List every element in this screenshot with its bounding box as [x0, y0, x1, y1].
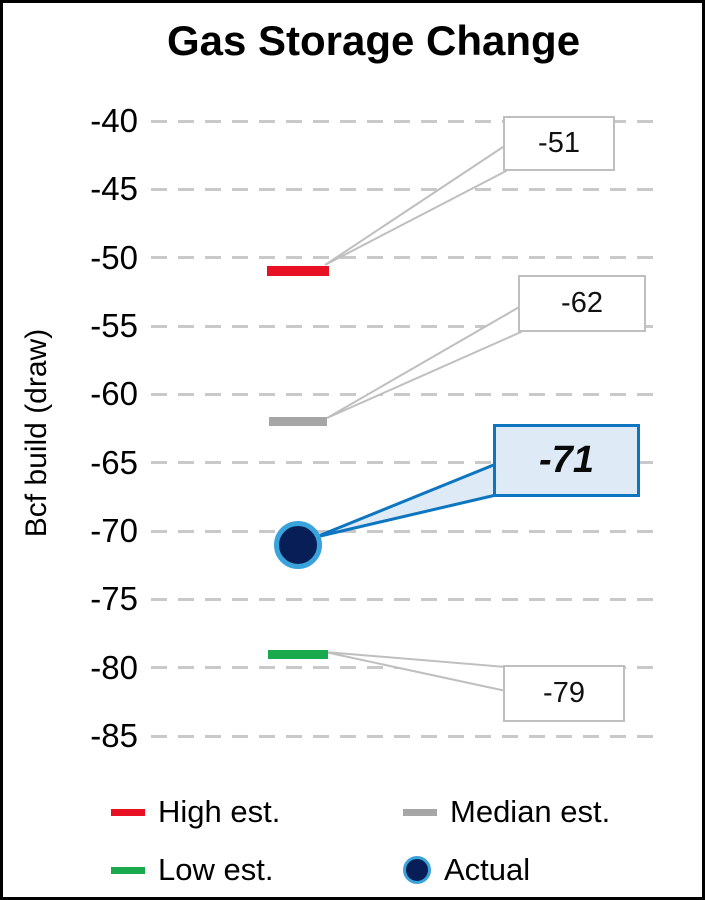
gridline	[151, 734, 663, 738]
y-tick-label: -60	[90, 375, 138, 413]
y-tick-label: -45	[90, 170, 138, 208]
gridline	[151, 529, 663, 533]
legend-item-low-est: Low est.	[111, 847, 403, 893]
marker-actual	[274, 520, 322, 569]
leader-high-est	[324, 143, 507, 266]
legend-dash-icon	[111, 866, 145, 874]
callout-actual: -71	[493, 424, 640, 497]
y-tick-label: -70	[90, 512, 138, 549]
legend-dash-icon	[111, 808, 145, 816]
leader-actual	[315, 461, 498, 539]
y-tick-label: -40	[90, 102, 138, 139]
gridline	[151, 256, 663, 260]
legend-label: Actual	[444, 852, 531, 887]
legend-item-high-est: High est.	[111, 789, 403, 835]
y-tick-label: -50	[90, 238, 138, 276]
legend-label: Low est.	[158, 852, 274, 887]
gridline	[151, 119, 663, 123]
legend-label: High est.	[158, 794, 281, 829]
callout-low-est: -79	[503, 665, 625, 722]
legend-label: Median est.	[450, 794, 611, 829]
legend-circle-icon	[403, 856, 431, 884]
y-tick-label: -75	[90, 580, 138, 618]
legend-item-median-est: Median est.	[403, 789, 610, 835]
marker-high-est	[267, 266, 329, 277]
gridline	[151, 392, 663, 396]
callout-high-est: -51	[503, 116, 615, 171]
gridline	[151, 187, 663, 191]
legend: High est. Median est. Low est. Actual	[111, 789, 610, 893]
marker-low-est	[268, 649, 328, 659]
y-tick-label: -65	[90, 443, 138, 481]
chart-title: Gas Storage Change	[166, 17, 581, 64]
marker-median-est	[269, 417, 327, 427]
y-tick-label: -55	[90, 307, 138, 344]
leader-low-est	[324, 651, 507, 693]
gridline	[151, 597, 663, 601]
y-tick-label: -80	[90, 648, 138, 686]
leader-median-est	[326, 304, 522, 419]
legend-item-actual: Actual	[403, 847, 610, 893]
y-tick-label: -85	[90, 717, 138, 754]
legend-dash-icon	[403, 808, 437, 816]
y-axis-title: Bcf build (draw)	[20, 328, 53, 538]
callout-median-est: -62	[518, 275, 646, 332]
